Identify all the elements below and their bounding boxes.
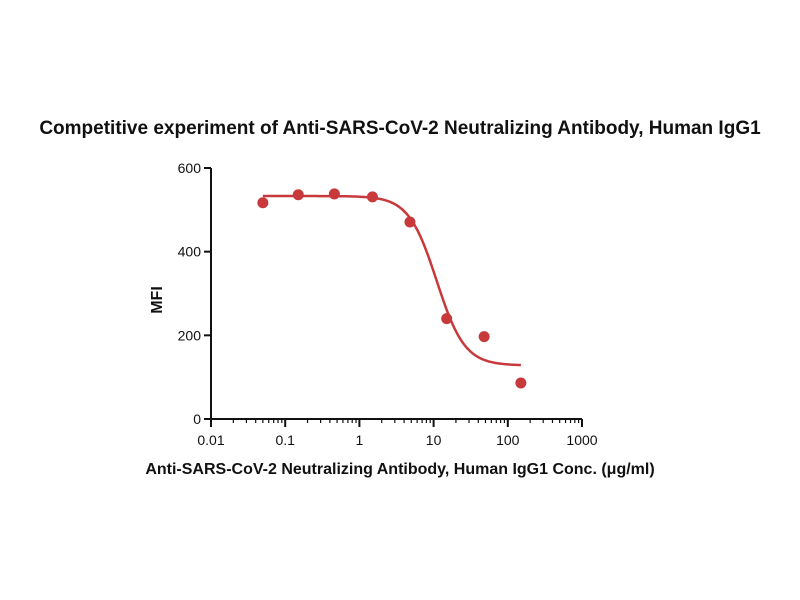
x-tick-label: 10 — [426, 432, 442, 448]
y-tick-label: 600 — [178, 160, 202, 176]
x-axis-label: Anti-SARS-CoV-2 Neutralizing Antibody, H… — [145, 461, 654, 478]
y-ticks: 0 200 400 600 — [178, 160, 211, 427]
x-tick-label: 0.01 — [197, 432, 224, 448]
chart-title: Competitive experiment of Anti-SARS-CoV-… — [39, 118, 761, 139]
y-tick-label: 400 — [178, 244, 202, 260]
x-tick-label: 1000 — [566, 432, 597, 448]
y-tick-label: 200 — [178, 327, 202, 343]
data-point — [404, 216, 416, 228]
data-point — [292, 189, 304, 201]
axes — [210, 168, 582, 420]
fit-curve — [262, 194, 521, 367]
x-tick-label: 0.1 — [275, 432, 295, 448]
x-ticks: 0.01 0.1 1 10 100 1000 — [197, 419, 598, 448]
data-points — [257, 188, 527, 389]
data-point — [441, 313, 453, 325]
y-axis-label: MFI — [149, 286, 166, 314]
data-point — [515, 377, 527, 389]
y-tick-label: 0 — [193, 411, 201, 427]
x-tick-label: 1 — [356, 432, 364, 448]
data-point — [328, 188, 340, 200]
x-tick-label: 100 — [496, 432, 520, 448]
data-point — [366, 191, 378, 203]
data-point — [478, 331, 490, 343]
data-point — [257, 197, 269, 209]
